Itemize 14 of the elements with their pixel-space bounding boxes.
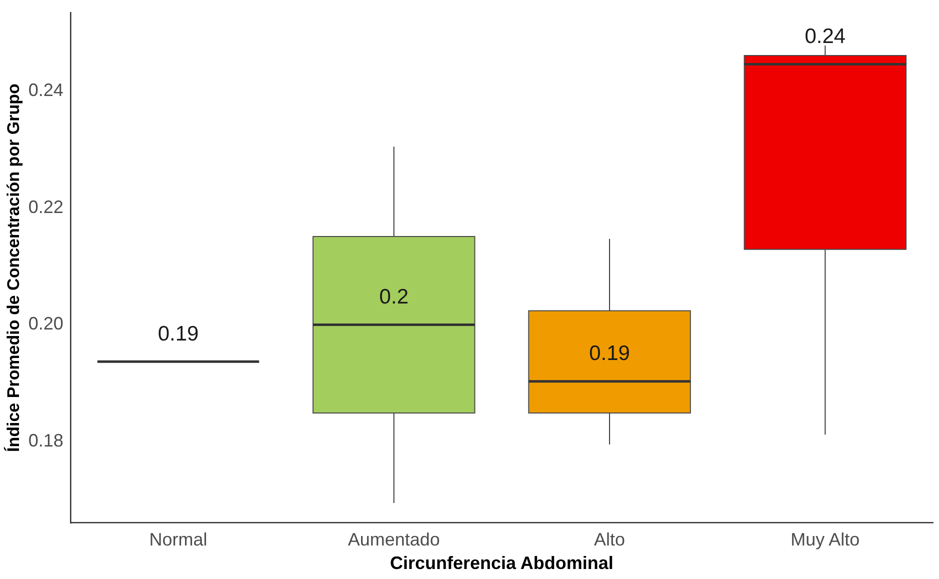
y-tick-label: 0.22 [28, 196, 64, 217]
y-tick-label: 0.24 [28, 80, 64, 100]
annotation: 0.19 [589, 342, 630, 366]
x-tick-label: Alto [594, 530, 626, 550]
x-tick-label: Normal [149, 530, 208, 550]
annotation: 0.19 [158, 322, 199, 346]
x-tick-label: Muy Alto [790, 530, 860, 550]
x-tick-label: Aumentado [348, 530, 440, 550]
x-axis-title: Circunferencia Abdominal [390, 553, 614, 574]
y-tick-label: 0.18 [28, 430, 64, 451]
y-tick-label: 0.20 [28, 314, 64, 334]
annotation: 0.2 [379, 286, 408, 309]
y-axis-title: Índice Promedio de Concentración por Grupo [2, 84, 23, 452]
annotation: 0.24 [804, 25, 846, 48]
